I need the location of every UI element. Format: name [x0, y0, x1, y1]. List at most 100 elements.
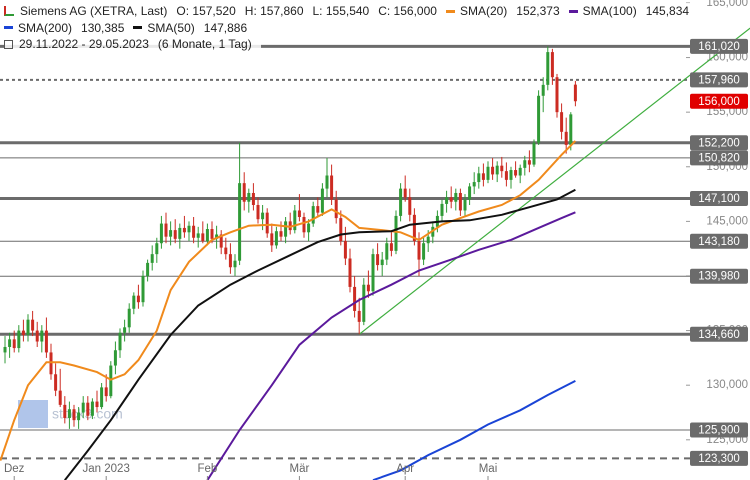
- candle-body: [385, 243, 389, 260]
- level-label: 123,300: [698, 453, 740, 465]
- trendline: [358, 27, 750, 335]
- candle-body: [426, 236, 430, 244]
- candle-body: [334, 199, 338, 219]
- candle-body: [228, 254, 232, 268]
- candle-body: [389, 243, 393, 251]
- x-tick-label: Feb: [197, 463, 217, 475]
- candle-body: [219, 234, 223, 248]
- candle-body: [104, 387, 108, 397]
- candle-body: [523, 160, 527, 168]
- candle-body: [123, 327, 127, 333]
- candle-body: [150, 254, 154, 263]
- candle-body: [44, 330, 48, 353]
- candle-body: [440, 203, 444, 216]
- candle-body: [371, 254, 375, 292]
- candle-body: [532, 142, 536, 165]
- candle-body: [417, 241, 421, 260]
- candle-body: [109, 365, 113, 397]
- candle-body: [256, 204, 260, 220]
- level-box: [690, 268, 748, 284]
- candle-body: [164, 223, 168, 237]
- x-tick-label: Apr: [396, 463, 414, 475]
- candle-body: [550, 52, 554, 78]
- candle-body: [12, 339, 16, 349]
- candle-body: [35, 330, 39, 342]
- candle-body: [302, 217, 306, 233]
- date-range: 29.11.2022 - 29.05.2023: [19, 37, 149, 51]
- legend-row: 29.11.2022 - 29.05.2023 (6 Monate, 1 Tag…: [4, 36, 261, 53]
- candle-body: [49, 352, 53, 375]
- candle-body: [233, 260, 237, 268]
- level-box: [690, 150, 748, 166]
- candle-body: [366, 284, 370, 292]
- candle-body: [486, 166, 490, 180]
- candle-body: [132, 295, 136, 309]
- candle-body: [3, 346, 7, 353]
- candle-body: [293, 210, 297, 231]
- candle-body: [500, 165, 504, 172]
- candle-body: [569, 114, 573, 145]
- candle-body: [169, 230, 173, 237]
- candle-body: [348, 258, 352, 287]
- sma-line: [206, 211, 576, 480]
- candle-body: [67, 409, 71, 418]
- candle-body: [504, 171, 508, 180]
- candle-body: [58, 390, 62, 405]
- candle-body: [270, 233, 274, 246]
- candle-body: [458, 192, 462, 211]
- candle-body: [541, 84, 545, 96]
- candle-body: [127, 308, 131, 328]
- candle-body: [555, 77, 559, 113]
- x-tick-label: Mai: [479, 463, 498, 475]
- y-tick-label: 130,000: [706, 379, 748, 391]
- candle-body: [564, 131, 568, 145]
- candle-body: [518, 167, 522, 176]
- candle-body: [445, 197, 449, 204]
- candle-body: [403, 188, 407, 198]
- legend-value: 152,373: [516, 4, 560, 18]
- level-label: 157,960: [698, 74, 740, 86]
- candle-body: [514, 170, 518, 176]
- candle-body: [141, 275, 145, 303]
- candle-body: [100, 387, 104, 408]
- candle-body: [537, 95, 541, 143]
- candle-body: [81, 402, 85, 413]
- candle-body: [224, 247, 228, 255]
- candle-body: [573, 84, 577, 102]
- level-label: 139,980: [698, 271, 740, 283]
- y-tick-label: 145,000: [706, 215, 748, 227]
- candle-body: [343, 241, 347, 259]
- legend-row: SMA(200) 130,385 SMA(50) 147,886: [4, 19, 257, 36]
- candle-body: [560, 112, 564, 132]
- level-label: 152,200: [698, 137, 740, 149]
- candle-body: [362, 284, 366, 322]
- candle-body: [215, 234, 219, 239]
- x-tick-label: Dez: [4, 463, 25, 475]
- candle-body: [422, 243, 426, 260]
- candle-body: [201, 233, 205, 242]
- level-box: [690, 38, 748, 54]
- y-tick-label: 165,000: [706, 0, 748, 9]
- candle-body: [339, 218, 343, 242]
- candle-body: [136, 295, 140, 303]
- legend-swatch: [133, 26, 143, 30]
- level-label: 125,900: [698, 425, 740, 437]
- candle-body: [320, 188, 324, 213]
- candle-body: [481, 173, 485, 180]
- candle-body: [251, 192, 255, 205]
- ohlc-label: O: 157,520: [176, 4, 236, 18]
- x-tick-label: Mär: [289, 463, 309, 475]
- level-label: 143,180: [698, 236, 740, 248]
- x-tick-label: Jan 2023: [83, 463, 130, 475]
- candle-body: [54, 374, 58, 391]
- period: (6 Monate, 1 Tag): [157, 37, 252, 51]
- candle-body: [468, 186, 472, 200]
- candle-body: [376, 254, 380, 266]
- y-tick-label: 155,000: [706, 106, 748, 118]
- candle-body: [210, 229, 214, 239]
- candle-body: [21, 330, 25, 335]
- legend-value: 145,834: [645, 4, 690, 18]
- candle-body: [307, 223, 311, 233]
